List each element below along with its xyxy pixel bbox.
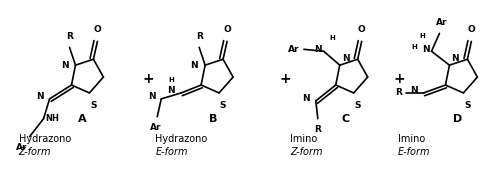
Text: O: O — [357, 25, 365, 34]
Text: N: N — [302, 94, 309, 103]
Text: R: R — [66, 32, 73, 41]
Text: O: O — [466, 25, 474, 34]
Text: B: B — [208, 114, 217, 124]
Text: S: S — [354, 101, 360, 110]
Text: A: A — [78, 114, 87, 124]
Text: Z-form: Z-form — [19, 147, 51, 157]
Text: Ar: Ar — [288, 45, 299, 54]
Text: N: N — [341, 54, 349, 63]
Text: O: O — [93, 25, 101, 34]
Text: S: S — [90, 101, 97, 110]
Text: N: N — [36, 92, 44, 101]
Text: N: N — [190, 61, 198, 70]
Text: N: N — [167, 87, 175, 95]
Text: Imino: Imino — [289, 134, 317, 144]
Text: +: + — [279, 72, 290, 86]
Text: Hydrazono: Hydrazono — [19, 134, 71, 144]
Text: N: N — [450, 54, 458, 63]
Text: O: O — [223, 25, 230, 34]
Text: H: H — [329, 35, 335, 41]
Text: R: R — [195, 32, 202, 41]
Text: Hydrazono: Hydrazono — [155, 134, 207, 144]
Text: Ar: Ar — [16, 143, 28, 152]
Text: Z-form: Z-form — [289, 147, 322, 157]
Text: R: R — [314, 125, 321, 134]
Text: C: C — [341, 114, 349, 124]
Text: N: N — [421, 45, 429, 54]
Text: D: D — [452, 114, 461, 124]
Text: E-form: E-form — [397, 147, 429, 157]
Text: S: S — [463, 101, 470, 110]
Text: H: H — [419, 33, 425, 39]
Text: H: H — [411, 44, 417, 50]
Text: Imino: Imino — [397, 134, 424, 144]
Text: +: + — [393, 72, 405, 86]
Text: S: S — [219, 101, 226, 110]
Text: N: N — [409, 87, 417, 95]
Text: N: N — [61, 61, 68, 70]
Text: N: N — [147, 92, 155, 101]
Text: +: + — [142, 72, 154, 86]
Text: N: N — [314, 45, 321, 54]
Text: Ar: Ar — [149, 123, 161, 132]
Text: E-form: E-form — [155, 147, 187, 157]
Text: Ar: Ar — [435, 18, 446, 28]
Text: R: R — [394, 88, 401, 97]
Text: NH: NH — [46, 114, 59, 123]
Text: H: H — [168, 77, 174, 83]
